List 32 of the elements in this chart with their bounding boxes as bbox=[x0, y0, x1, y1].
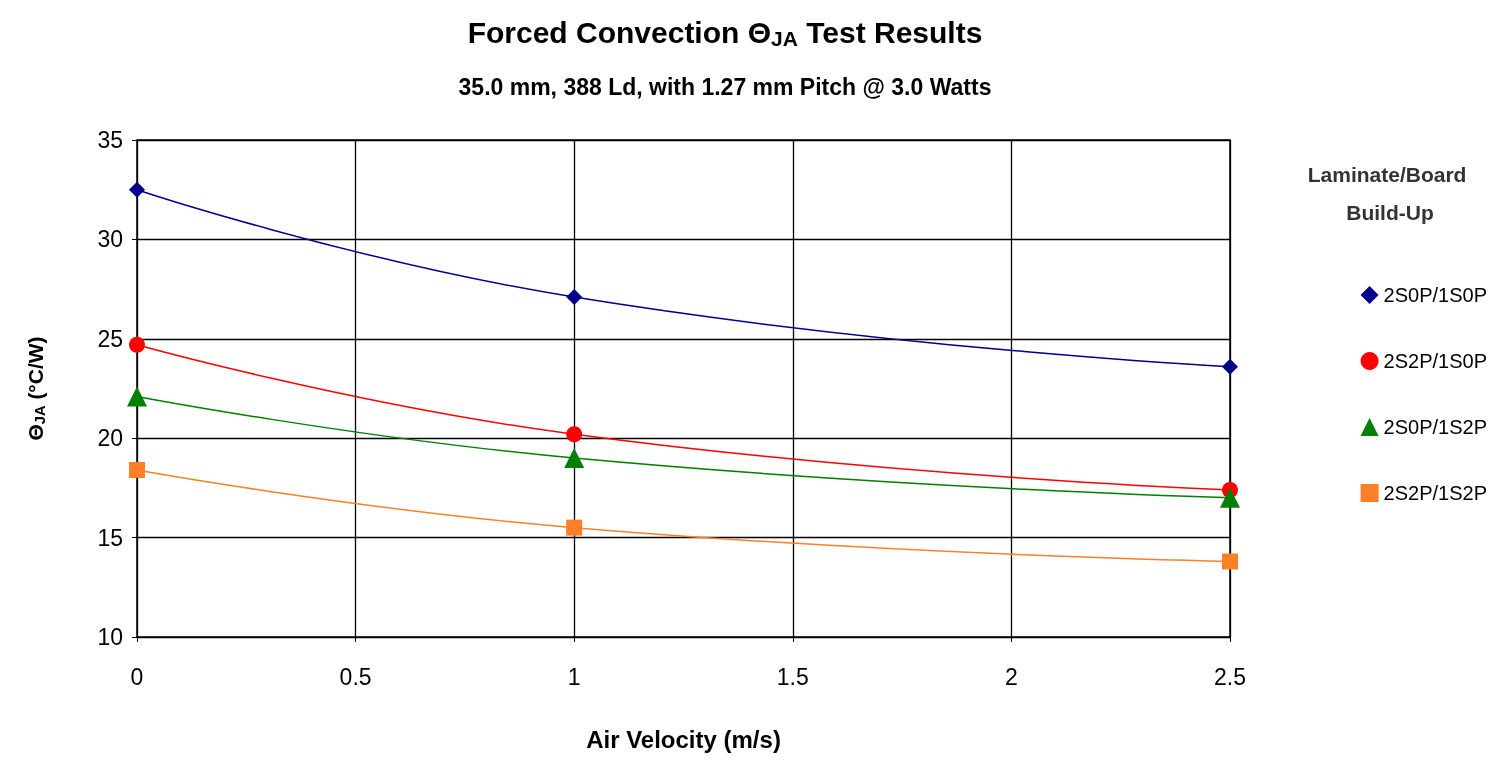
y-tick-label: 10 bbox=[97, 624, 123, 650]
x-tick-label: 1 bbox=[567, 663, 581, 690]
legend-label: 2S0P/1S0P bbox=[1383, 284, 1488, 306]
y-tick-label: 20 bbox=[97, 425, 123, 452]
point bbox=[566, 289, 583, 306]
y-tick-label: 25 bbox=[97, 325, 123, 352]
legend-label: 2S2P/1S2P bbox=[1383, 482, 1488, 504]
point bbox=[129, 462, 145, 479]
legend-label: 2S0P/1S2P bbox=[1383, 416, 1488, 438]
point bbox=[566, 426, 583, 443]
point bbox=[127, 386, 147, 407]
y-tick-label: 15 bbox=[97, 524, 123, 551]
point bbox=[129, 181, 145, 198]
x-tick-label: 2 bbox=[1005, 663, 1018, 690]
x-tick-label: 2.5 bbox=[1214, 663, 1246, 690]
legend-title: Laminate/Board Build-Up bbox=[1307, 162, 1473, 224]
point bbox=[566, 519, 583, 536]
x-tick-label: 0 bbox=[130, 663, 144, 690]
point bbox=[1222, 553, 1238, 570]
y-axis-title: ΘJA (°C/W) bbox=[24, 336, 48, 441]
chart-title: Forced Convection ΘJA Test Results bbox=[467, 16, 983, 50]
x-tick-label: 1.5 bbox=[776, 663, 809, 690]
point bbox=[564, 448, 585, 469]
point bbox=[129, 336, 145, 353]
point bbox=[1220, 487, 1240, 508]
legend-label: 2S2P/1S0P bbox=[1383, 350, 1488, 372]
x-tick-label: 0.5 bbox=[339, 663, 372, 690]
chart-subtitle: 35.0 mm, 388 Ld, with 1.27 mm Pitch @ 3.0 Watts bbox=[458, 73, 992, 100]
x-axis-title: Air Velocity (m/s) bbox=[586, 725, 781, 753]
y-tick-label: 35 bbox=[97, 127, 123, 153]
y-tick-label: 30 bbox=[97, 226, 123, 253]
point bbox=[1222, 358, 1238, 375]
